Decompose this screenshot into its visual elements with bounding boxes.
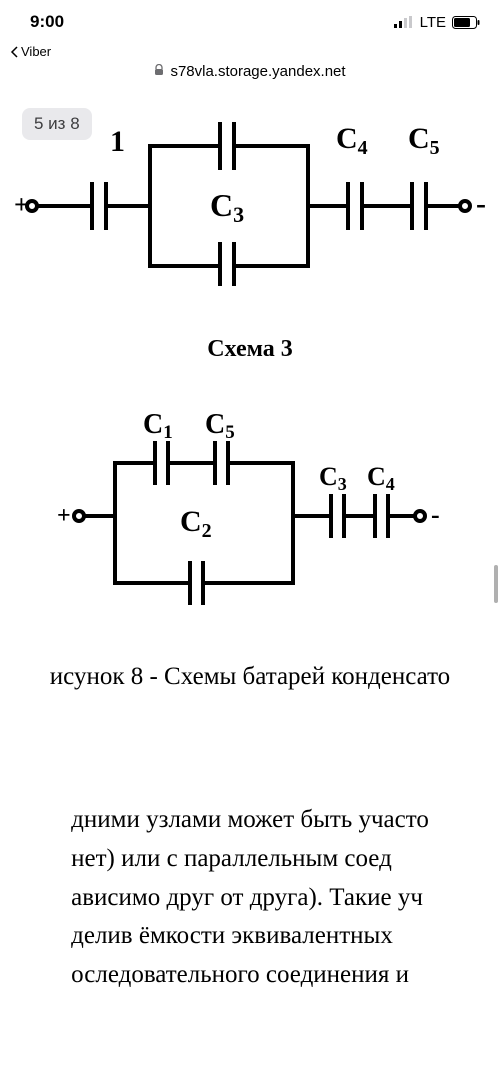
body-line: дними узлами может быть участо [71,801,429,840]
page-counter-text: 5 из 8 [34,114,80,133]
lock-icon [154,64,164,79]
page-counter-badge: 5 из 8 [22,108,92,140]
svg-text:C1: C1 [143,409,173,443]
body-line: делив ёмкости эквивалентных [71,917,429,956]
schema-3-label: Схема 3 [207,336,293,363]
status-bar: 9:00 LTE [0,0,500,44]
svg-text:+: + [57,503,71,529]
svg-text:C3: C3 [319,462,347,494]
url-text: s78vla.storage.yandex.net [170,63,345,80]
battery-icon [452,16,480,29]
svg-text:C3: C3 [210,187,244,227]
body-line: оследовательного соединения и [71,956,429,995]
svg-text:C4: C4 [336,122,368,159]
svg-text:-: - [431,500,440,529]
svg-text:1: 1 [110,125,125,158]
svg-text:+: + [14,190,29,219]
chevron-left-icon [10,46,19,58]
cell-signal-icon [394,16,414,28]
body-line: нет) или с параллельным соед [71,840,429,879]
url-bar[interactable]: s78vla.storage.yandex.net [0,63,500,86]
scrollbar[interactable] [494,565,498,603]
svg-text:C5: C5 [408,122,440,159]
svg-text:C5: C5 [205,409,235,443]
figure-caption: исунок 8 - Схемы батарей конденсато [50,623,450,691]
status-right: LTE [394,14,480,31]
svg-text:C4: C4 [367,462,395,494]
body-line: ависимо друг от друга). Такие уч [71,879,429,918]
network-label: LTE [420,14,446,31]
content: + 1 C3 [0,86,500,995]
svg-text:-: - [476,187,486,220]
back-app-label: Viber [21,44,51,59]
back-to-app[interactable]: Viber [0,44,500,63]
status-time: 9:00 [30,12,64,32]
svg-text:C2: C2 [180,505,212,542]
circuit-diagram-2: + C1 C5 C2 C3 [35,393,465,623]
body-text: дними узлами может быть участо нет) или … [71,691,429,995]
